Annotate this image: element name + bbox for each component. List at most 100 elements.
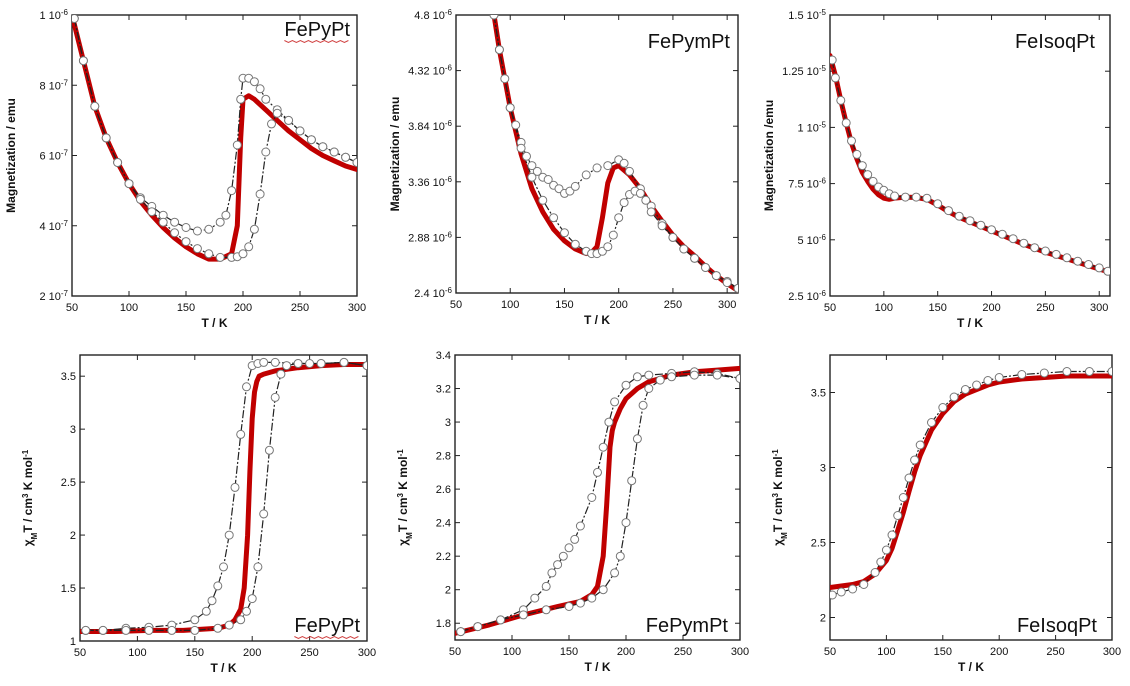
data-point bbox=[1019, 238, 1029, 248]
data-point bbox=[207, 596, 217, 606]
data-point bbox=[841, 118, 851, 128]
data-point bbox=[553, 560, 563, 570]
data-point bbox=[352, 158, 357, 167]
data-point bbox=[227, 186, 237, 196]
data-point bbox=[848, 584, 858, 594]
y-tick-label: 2.2 bbox=[436, 551, 451, 563]
y-axis-title: χMT / cm3 K mol-1 bbox=[21, 449, 39, 546]
data-point bbox=[238, 249, 248, 259]
data-point bbox=[113, 158, 123, 167]
data-point bbox=[78, 56, 88, 66]
data-point bbox=[522, 151, 531, 161]
data-point bbox=[608, 230, 618, 240]
data-point bbox=[1030, 243, 1040, 253]
data-point bbox=[592, 163, 602, 173]
data-line bbox=[85, 361, 367, 632]
data-point bbox=[261, 147, 271, 157]
data-point bbox=[518, 610, 528, 620]
data-point bbox=[657, 221, 667, 231]
x-tick-label: 150 bbox=[186, 647, 204, 659]
data-point bbox=[541, 605, 551, 615]
data-point bbox=[881, 545, 891, 555]
data-point bbox=[830, 55, 837, 65]
y-tick-label: 4.8 10-6 bbox=[414, 8, 452, 23]
data-point bbox=[543, 175, 553, 184]
y-tick-label: 3 bbox=[445, 417, 451, 429]
x-axis-title: T / K bbox=[585, 660, 611, 674]
y-tick-label: 2 bbox=[70, 530, 76, 542]
y-tick-label: 2 bbox=[820, 613, 826, 625]
data-point bbox=[570, 181, 580, 191]
data-line bbox=[85, 361, 367, 632]
y-tick-label: 2 10-7 bbox=[39, 289, 68, 304]
data-point bbox=[505, 103, 515, 113]
data-point bbox=[264, 445, 274, 455]
y-tick-label: 2.5 bbox=[61, 477, 76, 489]
panel-title: FePyPt bbox=[294, 615, 360, 637]
data-point bbox=[456, 627, 466, 637]
x-tick-label: 200 bbox=[610, 299, 628, 311]
data-point bbox=[876, 557, 886, 567]
data-point bbox=[541, 581, 551, 591]
data-point bbox=[627, 476, 637, 486]
data-point bbox=[830, 590, 837, 600]
data-point bbox=[538, 195, 548, 205]
data-point bbox=[215, 252, 225, 262]
data-point bbox=[655, 375, 665, 385]
data-point bbox=[1040, 246, 1050, 256]
y-tick-label: 3.5 bbox=[61, 371, 76, 383]
data-point bbox=[81, 625, 91, 635]
x-tick-label: 200 bbox=[617, 646, 635, 658]
data-point bbox=[236, 615, 246, 625]
data-point bbox=[635, 188, 645, 198]
data-point bbox=[496, 615, 506, 625]
data-point bbox=[167, 625, 177, 635]
plot-frame bbox=[829, 14, 1111, 297]
data-point bbox=[90, 101, 100, 111]
data-point bbox=[610, 568, 620, 578]
y-tick-label: 2.88 10-6 bbox=[408, 230, 452, 245]
data-point bbox=[1084, 367, 1094, 376]
data-point bbox=[632, 434, 642, 444]
data-point bbox=[938, 403, 948, 412]
data-point bbox=[564, 543, 574, 553]
data-point bbox=[836, 95, 846, 105]
data-point bbox=[213, 623, 223, 633]
data-point bbox=[615, 551, 625, 561]
data-point bbox=[690, 253, 700, 263]
data-point bbox=[733, 283, 738, 293]
data-point bbox=[201, 606, 211, 616]
chart-panel-2: 50 100 150 200 250 300 2.4 10-6 2.88 10-6 3.36 1… bbox=[388, 8, 739, 327]
data-point bbox=[242, 382, 251, 392]
x-axis-title: T / K bbox=[202, 316, 228, 330]
x-tick-label: 50 bbox=[450, 299, 462, 311]
data-point bbox=[915, 440, 925, 450]
data-point bbox=[249, 77, 259, 87]
data-point bbox=[679, 244, 689, 254]
data-point bbox=[1017, 370, 1027, 379]
data-point bbox=[1107, 367, 1112, 376]
data-point bbox=[516, 143, 526, 153]
data-point bbox=[625, 166, 634, 176]
data-point bbox=[192, 226, 202, 236]
data-point bbox=[549, 213, 559, 223]
data-point bbox=[1051, 249, 1061, 259]
data-point bbox=[181, 237, 191, 247]
data-point bbox=[887, 530, 897, 540]
y-axis-title: Magnetization / emu bbox=[4, 98, 18, 213]
data-point bbox=[215, 217, 225, 227]
y-tick-label: 2.6 bbox=[436, 484, 451, 496]
fit-line bbox=[830, 53, 1110, 275]
data-point bbox=[868, 176, 878, 186]
data-point bbox=[547, 568, 557, 578]
data-point bbox=[121, 625, 131, 635]
data-point bbox=[219, 562, 228, 572]
spellcheck-underline bbox=[284, 39, 349, 44]
data-point bbox=[527, 172, 537, 182]
x-tick-label: 50 bbox=[74, 647, 86, 659]
panel-title: FeIsoqPt bbox=[1015, 31, 1095, 53]
data-point bbox=[204, 224, 214, 234]
y-tick-label: 4.32 10-6 bbox=[408, 63, 452, 78]
panel-title: FePymPt bbox=[646, 615, 729, 637]
x-tick-label: 250 bbox=[1046, 646, 1064, 658]
